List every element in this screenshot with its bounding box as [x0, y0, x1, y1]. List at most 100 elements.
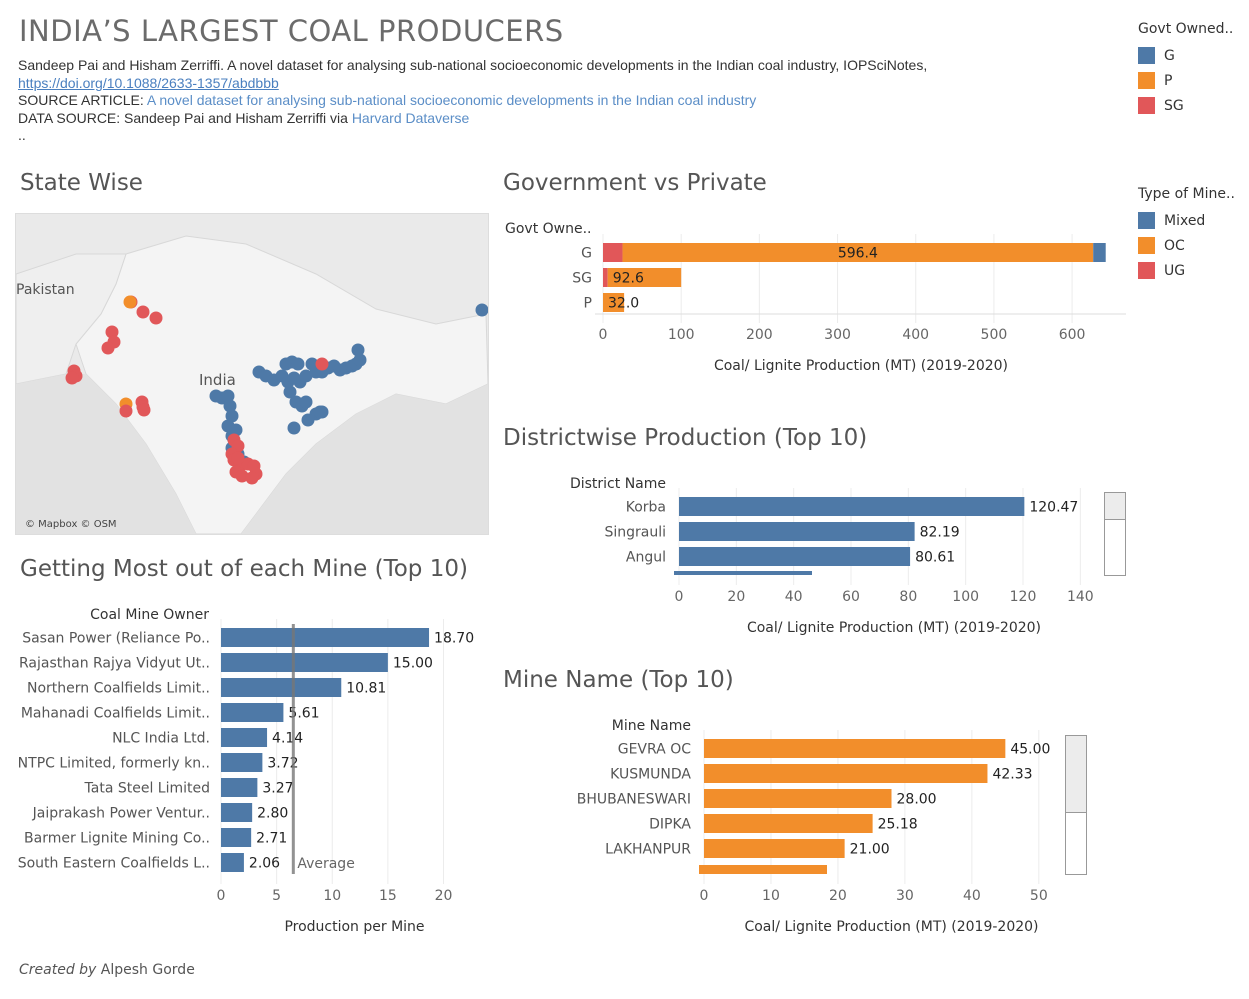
mine-locations[interactable] [65, 295, 489, 485]
district-scroll-thumb[interactable] [1105, 493, 1125, 520]
mine-dot-1 [136, 305, 150, 319]
data-label-0: 45.00 [1010, 742, 1050, 758]
bar-SG-OC[interactable] [607, 268, 682, 287]
tick-label-2: 40 [785, 589, 803, 605]
tick-label-7: 140 [1067, 589, 1094, 605]
tick-label-0: 0 [217, 888, 226, 904]
data-label-8: 2.71 [256, 831, 287, 847]
district-scrollbar[interactable] [1104, 492, 1126, 576]
tick-label-3: 300 [824, 327, 851, 343]
data-label-2: 32.0 [608, 296, 639, 312]
legend-item-mixed[interactable]: Mixed [1138, 208, 1235, 233]
legend-item-p[interactable]: P [1138, 68, 1233, 93]
category-header: Coal Mine Owner [90, 607, 209, 623]
category-label-3: DIPKA [649, 817, 691, 833]
bar-partial-3[interactable] [674, 571, 812, 575]
data-label-3: 5.61 [288, 706, 319, 722]
tick-label-5: 500 [981, 327, 1008, 343]
author-name: Alpesh Gorde [100, 962, 195, 978]
bar-G-UG[interactable] [603, 243, 623, 262]
bar-3[interactable] [221, 703, 284, 722]
mine-dot-49 [283, 385, 297, 399]
data-source-link[interactable]: Harvard Dataverse [351, 109, 470, 126]
x-axis-label: Production per Mine [284, 919, 424, 935]
bar-0[interactable] [679, 497, 1025, 516]
bar-3[interactable] [704, 814, 873, 833]
category-label-1: Singrauli [604, 525, 666, 541]
bar-partial-5[interactable] [699, 865, 827, 874]
map-label-pakistan: Pakistan [16, 282, 75, 298]
bar-6[interactable] [221, 778, 258, 797]
legend-item-g[interactable]: G [1138, 43, 1233, 68]
x-axis-label: Coal/ Lignite Production (MT) (2019-2020… [747, 620, 1041, 636]
tick-label-5: 50 [1030, 888, 1048, 904]
source-article-link[interactable]: A novel dataset for analysing sub-nation… [146, 92, 757, 108]
data-label-0: 18.70 [434, 631, 474, 647]
mine-dot-52 [299, 395, 313, 409]
bar-P-OC[interactable] [603, 293, 625, 312]
category-label-6: Tata Steel Limited [84, 781, 210, 797]
category-label-2: Angul [626, 550, 666, 566]
dashboard-info: Sandeep Pai and Hisham Zerriffi. A novel… [18, 57, 927, 145]
mine-scroll-thumb[interactable] [1066, 736, 1086, 813]
source-article-label: SOURCE ARTICLE: [18, 92, 144, 108]
data-label-1: 92.6 [613, 271, 644, 287]
bar-1[interactable] [221, 653, 388, 672]
bar-7[interactable] [221, 803, 253, 822]
bar-4[interactable] [221, 728, 268, 747]
legend-type-of-mine[interactable]: Type of Mine.. Mixed OC UG [1138, 186, 1235, 283]
bar-9[interactable] [221, 853, 244, 872]
mine-scrollbar[interactable] [1065, 735, 1087, 875]
data-label-6: 3.27 [262, 781, 293, 797]
mine-dot-14 [137, 403, 151, 417]
districtwise-chart[interactable]: District Name Korba 120.47 Singrauli 82.19 An… [500, 470, 1100, 640]
legend-govt-owned[interactable]: Govt Owned.. G P SG [1138, 21, 1233, 118]
bar-0[interactable] [221, 628, 430, 647]
bar-2[interactable] [679, 547, 911, 566]
legend-item-sg[interactable]: SG [1138, 93, 1233, 118]
tick-label-3: 60 [842, 589, 860, 605]
category-label-4: LAKHANPUR [605, 842, 691, 858]
mine-name-chart[interactable]: Mine Name GEVRA OC 45.00 KUSMUNDA 42.33 BHUBA… [500, 712, 1090, 940]
category-header: Mine Name [612, 718, 691, 734]
legend-item-oc[interactable]: OC [1138, 233, 1235, 258]
tick-label-4: 80 [899, 589, 917, 605]
bar-5[interactable] [221, 753, 263, 772]
mine-chart-title: Mine Name (Top 10) [503, 667, 734, 693]
category-label-0: Sasan Power (Reliance Po.. [22, 631, 210, 647]
citation-text: Sandeep Pai and Hisham Zerriffi. A novel… [18, 57, 928, 73]
govt-vs-private-chart[interactable]: Govt Owne.. G 596.4 SG 92.6 P 32.00 100 200 300 40… [500, 210, 1140, 380]
bar-2[interactable] [221, 678, 342, 697]
map-canvas[interactable]: Pakistan India © Mapbox © OSM [16, 214, 488, 534]
data-label-2: 28.00 [897, 792, 937, 808]
map-attribution: © Mapbox © OSM [25, 519, 117, 530]
mine-dot-56 [313, 405, 327, 419]
bar-G-Mixed[interactable] [1093, 243, 1106, 262]
mine-dot-40 [221, 389, 235, 403]
data-label-7: 2.80 [257, 806, 288, 822]
bar-2[interactable] [704, 789, 892, 808]
tick-label-1: 10 [762, 888, 780, 904]
mine-dot-3 [105, 325, 119, 339]
tick-label-4: 40 [963, 888, 981, 904]
bar-1[interactable] [679, 522, 915, 541]
category-label-1: KUSMUNDA [610, 767, 691, 783]
category-label-7: Jaiprakash Power Ventur.. [32, 806, 210, 822]
doi-link[interactable]: https://doi.org/10.1088/2633-1357/abdbbb [18, 74, 279, 91]
bar-4[interactable] [704, 839, 845, 858]
bar-1[interactable] [704, 764, 988, 783]
bar-0[interactable] [704, 739, 1006, 758]
bar-SG-UG[interactable] [603, 268, 608, 287]
mine-dot-5 [101, 341, 115, 355]
state-map[interactable]: Pakistan India © Mapbox © OSM [15, 213, 489, 535]
mine-dot-9 [123, 295, 137, 309]
tick-label-1: 100 [668, 327, 695, 343]
bar-G-OC[interactable] [622, 243, 1094, 262]
data-label-9: 2.06 [249, 856, 280, 872]
mine-dot-42 [225, 409, 239, 423]
tick-label-0: 0 [599, 327, 608, 343]
bar-8[interactable] [221, 828, 252, 847]
legend-item-ug[interactable]: UG [1138, 258, 1235, 283]
mine-dot-55 [301, 413, 315, 427]
mine-owner-chart[interactable]: Coal Mine Owner Sasan Power (Reliance Po.… [10, 600, 490, 940]
